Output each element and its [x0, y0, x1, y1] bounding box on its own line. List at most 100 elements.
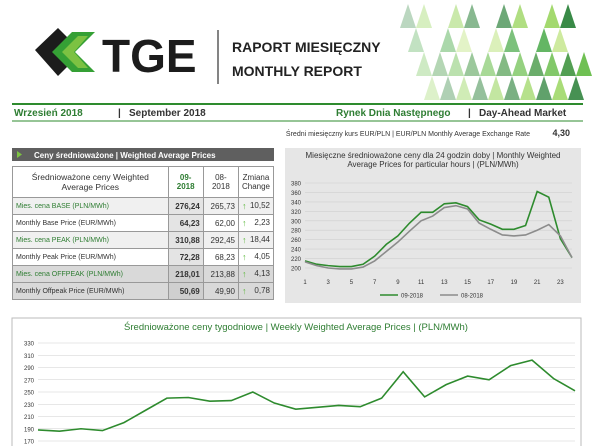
row: Mies. cena PEAK (PLN/MWh) 310,88 292,45 ↑ 18…: [12, 231, 275, 249]
triangle: [472, 76, 488, 100]
triangle: [576, 52, 592, 76]
cell: 310,88: [167, 231, 204, 249]
triangle: [480, 52, 496, 76]
triangle: [456, 28, 472, 52]
x-tick-label: 17: [487, 280, 494, 286]
y-tick-label: 210: [24, 415, 35, 421]
triangle: [544, 4, 560, 28]
cell: ↑ 4,05: [237, 248, 275, 266]
x-tick-label: 3: [327, 280, 331, 286]
x-tick-label: 13: [441, 280, 448, 286]
row: Mies. cena OFFPEAK (PLN/MWh) 218,01 213,88…: [12, 265, 275, 283]
header-cell: Średnioważone ceny Weighted Average Pric…: [12, 166, 169, 198]
cell: Mies. cena BASE (PLN/MWh): [12, 197, 169, 215]
triangle: [552, 76, 568, 100]
up-arrow: ↑: [241, 218, 247, 228]
cell: 62,00: [202, 214, 239, 232]
logo-mark: [35, 28, 95, 76]
triangle: [536, 76, 552, 100]
series-line: [304, 204, 573, 270]
header-cell: 08-2018: [202, 166, 239, 198]
cell: 213,88: [202, 265, 239, 283]
cell: 292,45: [202, 231, 239, 249]
row: Monthly Peak Price (EUR/MWh) 72,28 68,23 ↑ 4…: [12, 248, 275, 266]
y-tick-label: 260: [291, 238, 302, 244]
y-tick-label: 320: [291, 210, 302, 216]
triangle: [488, 28, 504, 52]
triangle: [496, 52, 512, 76]
cell: ↑ 18,44: [237, 231, 275, 249]
rate-label: Średni miesięczny kurs EUR/PLN | EUR/PLN…: [286, 129, 530, 138]
triangle: [568, 76, 584, 100]
triangle: [464, 4, 480, 28]
header-decoration: [400, 4, 592, 100]
month-en: September 2018: [129, 108, 206, 119]
chart-title: Średnioważone ceny tygodniowe | Weekly W…: [124, 321, 468, 333]
sep: |: [118, 108, 121, 119]
cell: Mies. cena PEAK (PLN/MWh): [12, 231, 169, 249]
up-arrow: ↑: [241, 286, 247, 296]
y-tick-label: 250: [24, 391, 35, 397]
triangle: [512, 52, 528, 76]
market-pl: Rynek Dnia Następnego: [336, 108, 450, 119]
y-tick-label: 190: [24, 427, 35, 433]
cell: 276,24: [167, 197, 204, 215]
triangle: [544, 52, 560, 76]
x-tick-label: 15: [464, 280, 471, 286]
x-tick-label: 19: [511, 280, 518, 286]
series-line: [304, 190, 573, 268]
section-bar: [12, 148, 274, 161]
y-tick-label: 220: [291, 257, 302, 263]
up-arrow: ↑: [241, 252, 247, 262]
x-tick-label: 11: [418, 280, 425, 286]
triangle: [416, 4, 432, 28]
cell: ↑ 0,78: [237, 282, 275, 300]
y-tick-label: 340: [291, 200, 302, 206]
header-cell: 09-2018: [167, 166, 204, 198]
triangle: [488, 76, 504, 100]
cell: ↑ 2,23: [237, 214, 275, 232]
legend-label: 08-2018: [461, 294, 484, 300]
series-line: [37, 359, 576, 433]
y-tick-label: 240: [291, 248, 302, 254]
row: Mies. cena BASE (PLN/MWh) 276,24 265,73 ↑ 10…: [12, 197, 275, 215]
row: Monthly Base Price (EUR/MWh) 64,23 62,00 ↑ 2…: [12, 214, 275, 232]
y-tick-label: 280: [291, 229, 302, 235]
y-tick-label: 170: [24, 440, 35, 446]
triangle: [536, 28, 552, 52]
x-tick-label: 23: [557, 280, 564, 286]
triangle: [520, 76, 536, 100]
title-box: Miesięczne średnioważone ceny dla 24 god…: [306, 151, 561, 169]
y-tick-label: 200: [291, 267, 302, 273]
triangle: [448, 4, 464, 28]
y-tick-label: 360: [291, 191, 302, 197]
section-title: Ceny średnioważone | Weighted Average Pr…: [34, 151, 216, 160]
triangle: [552, 28, 568, 52]
y-tick-label: 270: [24, 378, 35, 384]
triangle: [560, 4, 576, 28]
x-tick-label: 5: [350, 280, 354, 286]
cell: 50,69: [167, 282, 204, 300]
row: Monthly Offpeak Price (EUR/MWh) 50,69 49,9…: [12, 282, 275, 300]
triangle: [448, 52, 464, 76]
triangle: [400, 4, 416, 28]
up-arrow: ↑: [241, 201, 247, 211]
y-tick-label: 230: [24, 403, 35, 409]
chart-box: [285, 148, 581, 303]
triangle: [432, 52, 448, 76]
price-table: Średnioważone ceny Weighted Average Pric…: [12, 166, 275, 300]
triangle: [416, 52, 432, 76]
x-tick-label: 1: [303, 280, 307, 286]
cell: ↑ 10,52: [237, 197, 275, 215]
cell: Monthly Peak Price (EUR/MWh): [12, 248, 169, 266]
cell: Monthly Offpeak Price (EUR/MWh): [12, 282, 169, 300]
sep: |: [468, 108, 471, 119]
y-tick-label: 330: [24, 342, 35, 348]
cell: 68,23: [202, 248, 239, 266]
x-tick-label: 9: [396, 280, 400, 286]
cell: Mies. cena OFFPEAK (PLN/MWh): [12, 265, 169, 283]
triangle: [456, 76, 472, 100]
